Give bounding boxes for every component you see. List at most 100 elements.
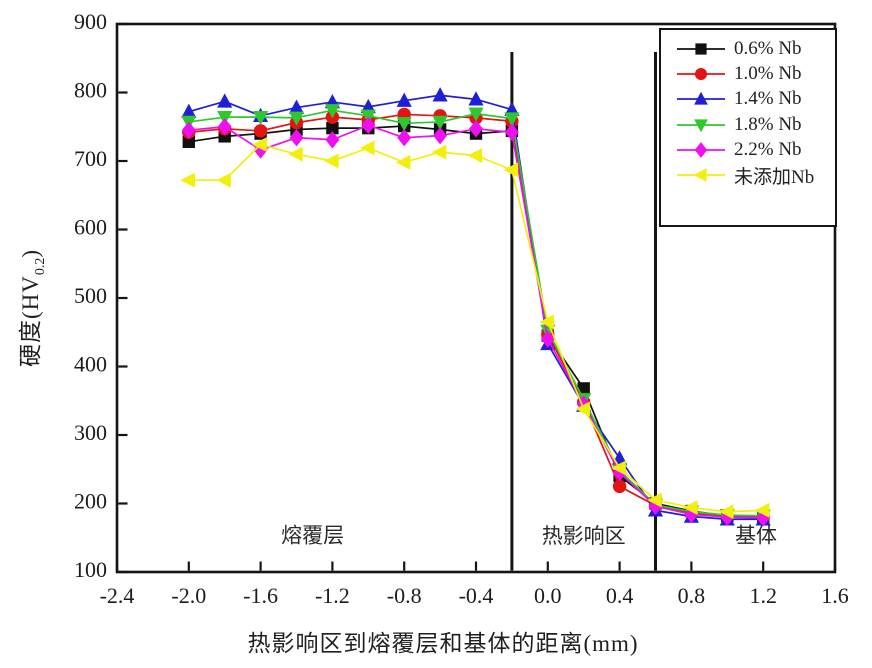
triangle-left-data-point bbox=[252, 137, 267, 152]
diamond-data-point bbox=[756, 509, 771, 527]
triangle-up-data-point bbox=[432, 87, 448, 102]
diamond-data-point bbox=[433, 126, 448, 145]
x-tick-label: -0.4 bbox=[459, 583, 494, 608]
y-tick-label: 100 bbox=[74, 557, 107, 582]
diamond-data-point bbox=[325, 131, 340, 149]
triangle-left-data-point bbox=[180, 172, 195, 188]
triangle-left-data-point bbox=[647, 492, 662, 508]
triangle-left-data-point bbox=[575, 401, 590, 417]
legend-circle-icon bbox=[694, 67, 708, 80]
circle-data-point bbox=[612, 479, 627, 494]
x-tick-label: 0.4 bbox=[606, 583, 634, 608]
legend-diamond-icon bbox=[694, 141, 708, 158]
y-tick-label: 500 bbox=[74, 283, 107, 308]
triangle-up-data-point bbox=[360, 98, 376, 114]
legend-marker-triangle-up-icon bbox=[677, 91, 725, 105]
triangle-left-data-point bbox=[324, 153, 339, 169]
square-data-point bbox=[182, 135, 195, 149]
legend-item-3: 1.8% Nb bbox=[661, 112, 835, 137]
legend-item-label: 2.2% Nb bbox=[734, 138, 802, 160]
legend-square-icon bbox=[695, 43, 707, 55]
legend: 0.6% Nb 1.0% Nb 1.4% Nb 1.8% Nb 2.2% Nb 未添加Nb bbox=[659, 28, 837, 227]
triangle-left-data-point bbox=[395, 154, 411, 170]
square-data-point bbox=[326, 121, 339, 135]
triangle-up-data-point bbox=[504, 101, 520, 116]
x-tick-label: -2.0 bbox=[171, 583, 206, 608]
diamond-data-point bbox=[504, 123, 519, 141]
diamond-data-point bbox=[540, 330, 555, 348]
legend-item-2: 1.4% Nb bbox=[661, 87, 835, 112]
x-axis-title: 热影响区到熔覆层和基体的距离(mm) bbox=[247, 631, 639, 656]
diamond-data-point bbox=[289, 129, 304, 147]
triangle-left-data-point bbox=[216, 172, 231, 188]
y-tick-label: 400 bbox=[74, 352, 107, 377]
y-axis-title-close: ) bbox=[18, 248, 43, 258]
y-tick-label: 600 bbox=[74, 215, 107, 240]
legend-item-label: 未添加Nb bbox=[734, 166, 815, 188]
legend-item-label: 1.8% Nb bbox=[734, 113, 802, 135]
diamond-data-point bbox=[720, 508, 735, 526]
triangle-up-data-point bbox=[181, 103, 197, 118]
diamond-data-point bbox=[361, 116, 376, 135]
triangle-down-data-point bbox=[504, 112, 520, 127]
legend-triangle-left-icon bbox=[693, 168, 707, 182]
triangle-left-data-point bbox=[754, 502, 770, 518]
legend-triangle-up-icon bbox=[694, 91, 708, 105]
triangle-left-data-point bbox=[683, 500, 698, 516]
triangle-left-data-point bbox=[431, 144, 447, 160]
legend-marker-triangle-down-icon bbox=[677, 118, 725, 132]
legend-item-4: 2.2% Nb bbox=[661, 137, 835, 162]
legend-item-label: 1.4% Nb bbox=[734, 88, 802, 110]
square-data-point bbox=[577, 382, 590, 395]
triangle-left-data-point bbox=[539, 314, 554, 330]
triangle-down-data-point bbox=[253, 110, 269, 126]
triangle-down-data-point bbox=[288, 111, 305, 126]
y-tick-label: 200 bbox=[74, 489, 107, 514]
x-tick-label: 1.2 bbox=[749, 583, 777, 608]
diamond-data-point bbox=[469, 120, 483, 138]
x-tick-label: -1.6 bbox=[243, 583, 278, 608]
diamond-data-point bbox=[181, 121, 196, 139]
triangle-left-data-point bbox=[718, 504, 734, 520]
y-axis-title-subscript: 0.2 bbox=[33, 257, 48, 276]
series-markers-5 bbox=[180, 137, 770, 520]
legend-item-0: 0.6% Nb bbox=[661, 36, 835, 61]
diamond-data-point bbox=[397, 129, 412, 147]
legend-item-label: 1.0% Nb bbox=[734, 62, 802, 84]
x-tick-label: 1.6 bbox=[821, 583, 849, 608]
triangle-left-data-point bbox=[288, 146, 303, 162]
y-axis-title: 硬度(HV0.2) bbox=[11, 249, 49, 367]
triangle-left-data-point bbox=[503, 162, 519, 178]
triangle-up-data-point bbox=[288, 99, 305, 114]
triangle-down-data-point bbox=[432, 115, 448, 131]
series-markers-4 bbox=[181, 116, 771, 527]
x-tick-label: 0.8 bbox=[678, 583, 706, 608]
triangle-up-data-point bbox=[217, 93, 233, 108]
y-tick-label: 800 bbox=[74, 78, 107, 103]
axis-frame bbox=[115, 22, 837, 574]
legend-item-5: 未添加Nb bbox=[661, 162, 835, 188]
diamond-data-point bbox=[253, 141, 268, 159]
region-label: 热影响区 bbox=[542, 524, 626, 548]
x-tick-label: -0.8 bbox=[387, 583, 422, 608]
diamond-data-point bbox=[684, 505, 699, 524]
legend-marker-square-icon bbox=[677, 43, 725, 55]
y-tick-label: 900 bbox=[74, 9, 107, 34]
triangle-left-data-point bbox=[611, 460, 626, 476]
legend-marker-circle-icon bbox=[677, 67, 725, 80]
triangle-left-data-point bbox=[467, 148, 483, 163]
triangle-down-data-point bbox=[396, 117, 412, 132]
region-label: 基体 bbox=[735, 524, 777, 548]
y-tick-label: 300 bbox=[74, 420, 107, 445]
legend-marker-triangle-left-icon bbox=[677, 168, 725, 182]
circle-data-point bbox=[253, 124, 268, 138]
triangle-up-data-point bbox=[468, 91, 484, 106]
legend-item-label: 0.6% Nb bbox=[734, 37, 802, 59]
diamond-data-point bbox=[576, 395, 591, 413]
triangle-left-data-point bbox=[359, 140, 375, 156]
y-axis-title-main: 硬度(HV bbox=[18, 275, 43, 368]
legend-item-1: 1.0% Nb bbox=[661, 61, 835, 86]
legend-marker-diamond-icon bbox=[677, 141, 725, 158]
legend-triangle-down-icon bbox=[694, 118, 708, 132]
